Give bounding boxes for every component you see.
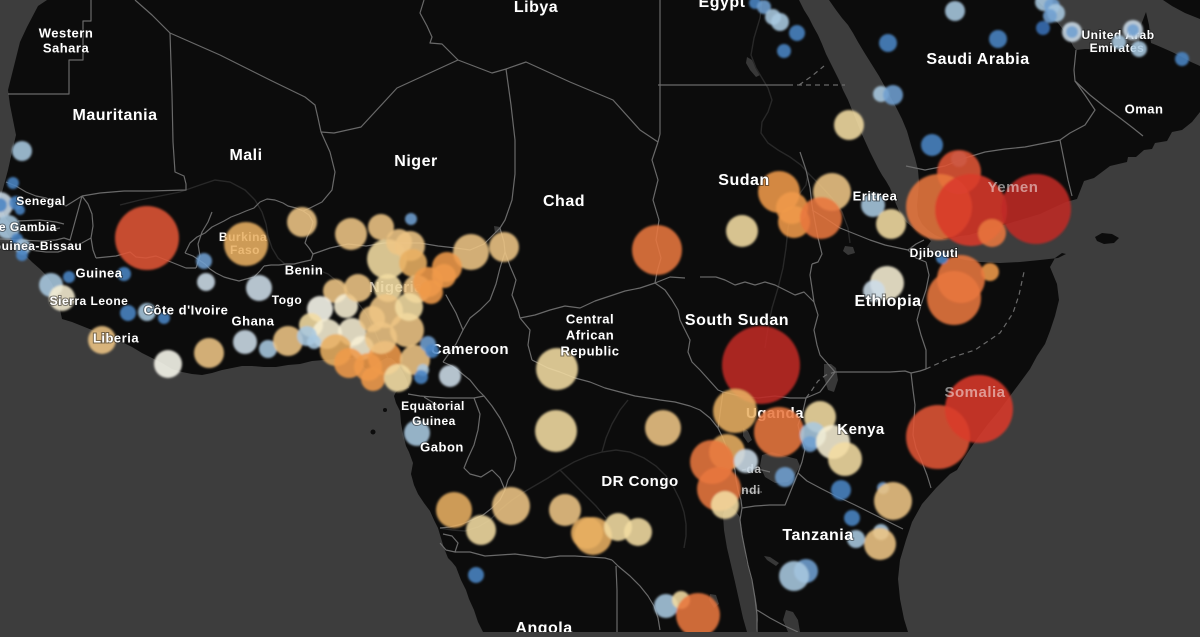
svg-text:Eritrea: Eritrea — [853, 188, 898, 203]
svg-text:The Gambia: The Gambia — [0, 220, 57, 234]
svg-text:Senegal: Senegal — [16, 194, 66, 208]
svg-text:Republic: Republic — [561, 343, 620, 358]
svg-text:ndi: ndi — [741, 483, 761, 497]
svg-text:Western: Western — [39, 25, 94, 40]
svg-text:Sahara: Sahara — [43, 40, 90, 55]
svg-text:Guinea: Guinea — [75, 265, 122, 280]
svg-text:Sierra Leone: Sierra Leone — [50, 294, 129, 308]
svg-text:Guinea: Guinea — [412, 414, 456, 428]
svg-text:Kenya: Kenya — [837, 421, 885, 438]
svg-text:DR Congo: DR Congo — [601, 473, 678, 490]
svg-text:Ethiopia: Ethiopia — [854, 293, 921, 310]
svg-text:Benin: Benin — [285, 262, 324, 277]
svg-text:Mauritania: Mauritania — [72, 107, 157, 124]
svg-text:Gabon: Gabon — [420, 439, 464, 454]
svg-text:African: African — [566, 327, 614, 342]
svg-text:Côte d'Ivoire: Côte d'Ivoire — [144, 302, 229, 317]
svg-text:Niger: Niger — [394, 153, 437, 170]
svg-text:Tanzania: Tanzania — [782, 527, 853, 544]
svg-text:Guinea-Bissau: Guinea-Bissau — [0, 239, 82, 253]
svg-text:Libya: Libya — [514, 0, 558, 16]
svg-text:Egypt: Egypt — [699, 0, 746, 11]
svg-text:Central: Central — [566, 311, 614, 326]
svg-text:Oman: Oman — [1125, 101, 1164, 116]
svg-text:Mali: Mali — [229, 147, 262, 164]
svg-text:Liberia: Liberia — [93, 330, 139, 345]
svg-text:Angola: Angola — [515, 620, 572, 632]
svg-text:Somalia: Somalia — [944, 384, 1005, 401]
svg-text:Saudi Arabia: Saudi Arabia — [926, 51, 1029, 68]
svg-text:Equatorial: Equatorial — [401, 399, 465, 413]
svg-text:Cameroon: Cameroon — [431, 341, 509, 358]
svg-text:Chad: Chad — [543, 193, 585, 210]
svg-text:Djibouti: Djibouti — [910, 246, 959, 260]
svg-text:South Sudan: South Sudan — [685, 312, 789, 329]
svg-text:Ghana: Ghana — [232, 313, 275, 328]
svg-text:Yemen: Yemen — [988, 179, 1039, 196]
svg-text:Sudan: Sudan — [718, 172, 769, 189]
svg-text:Togo: Togo — [272, 293, 302, 307]
